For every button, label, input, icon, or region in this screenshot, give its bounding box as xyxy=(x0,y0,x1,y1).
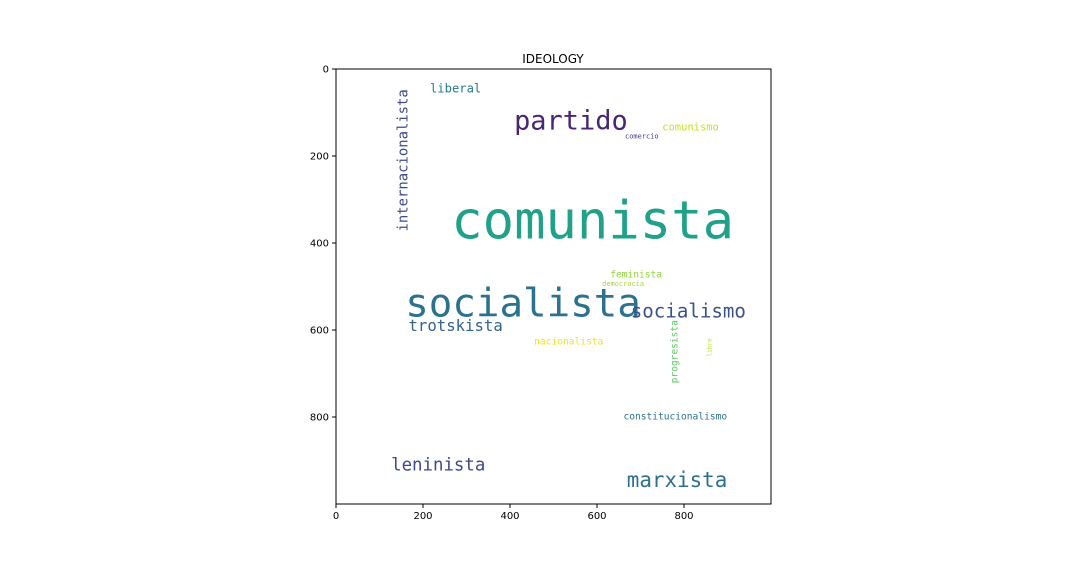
y-tick-label: 200 xyxy=(310,152,329,163)
word-leninista: leninista xyxy=(391,456,485,476)
word-internacionalista: internacionalista xyxy=(395,89,411,231)
word-democracia: democracia xyxy=(602,280,644,288)
word-marxista: marxista xyxy=(627,468,728,492)
word-libre: libre xyxy=(707,338,714,357)
word-constitucionalismo: constitucionalismo xyxy=(623,412,727,423)
axes-layer: 0 200 400 600 800 0 200 400 600 800 xyxy=(310,65,694,523)
y-tick-label: 0 xyxy=(323,65,329,76)
x-tick-label: 200 xyxy=(413,511,432,522)
word-comunista: comunista xyxy=(451,191,734,251)
plot-area-frame xyxy=(335,68,772,505)
word-liberal: liberal xyxy=(430,82,481,96)
word-partido: partido xyxy=(514,106,628,137)
y-tick-label: 400 xyxy=(310,239,329,250)
words-layer: comunista socialista partido socialismo marx… xyxy=(391,82,746,493)
y-tick-label: 600 xyxy=(310,326,329,337)
x-tick-label: 600 xyxy=(587,511,606,522)
word-feminista: feminista xyxy=(610,270,662,281)
word-comunismo: comunismo xyxy=(662,122,719,134)
word-socialismo: socialismo xyxy=(631,299,746,322)
y-tick-label: 800 xyxy=(310,413,329,424)
chart-title: IDEOLOGY xyxy=(522,52,584,66)
word-trotskista: trotskista xyxy=(408,316,502,335)
word-nacionalista: nacionalista xyxy=(534,337,603,348)
x-tick-label: 800 xyxy=(674,511,693,522)
word-comercio: comercio xyxy=(625,132,659,140)
x-tick-label: 0 xyxy=(333,511,339,522)
word-socialista: socialista xyxy=(405,281,641,326)
x-tick-label: 400 xyxy=(500,511,519,522)
word-progresista: progresista xyxy=(669,320,680,383)
